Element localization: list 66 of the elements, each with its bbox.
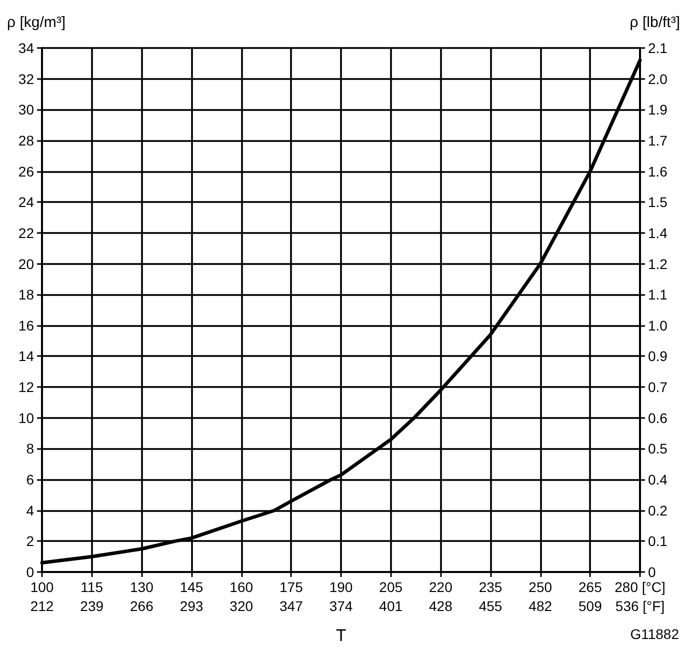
y-tick-label: 32 <box>18 70 34 87</box>
x-tick-label: 145 <box>180 579 204 595</box>
y-tick-label: 24 <box>18 194 34 210</box>
y-tick-label: 30 <box>18 102 34 118</box>
x-tick-label: 160 <box>230 579 254 595</box>
x2-tick-label: 401 <box>379 598 403 614</box>
y2-tick-label: 1.2 <box>648 256 668 272</box>
y-tick-label: 22 <box>18 224 34 241</box>
y2-tick-label: 1.0 <box>648 317 668 334</box>
x2-tick-label: 428 <box>428 598 453 614</box>
y2-tick-label: 1.5 <box>648 194 668 210</box>
y2-tick-label: 1.4 <box>648 224 668 241</box>
x-tick-label: 250 <box>528 579 552 595</box>
y-tick-label: 8 <box>26 440 34 457</box>
y-tick-label: 26 <box>18 163 34 180</box>
x-tick-label: 265 <box>578 579 602 595</box>
y2-tick-label: 1.7 <box>648 132 668 148</box>
x2-tick-label: 293 <box>180 598 204 614</box>
x-tick-label: 190 <box>329 579 353 595</box>
x-tick-label: 100 <box>30 579 54 595</box>
y-tick-label: 18 <box>18 286 34 303</box>
y2-tick-label: 2.0 <box>648 70 668 87</box>
text: G11882 <box>630 626 680 642</box>
y-tick-label: 4 <box>26 502 34 518</box>
x-tick-label: 115 <box>80 579 104 595</box>
y2-tick-label: 0.2 <box>648 502 668 518</box>
y2-tick-label: 0.4 <box>648 472 668 488</box>
y2-tick-label: 0.5 <box>648 440 668 457</box>
y2-tick-label: 2.1 <box>648 40 668 56</box>
y-tick-label: 0 <box>26 564 34 580</box>
x2-tick-label: 455 <box>478 598 502 614</box>
y-tick-label: 14 <box>18 348 34 364</box>
y2-tick-label: 0.7 <box>648 379 668 396</box>
y2-tick-label: 1.6 <box>648 163 668 180</box>
y2-tick-label: 0.9 <box>648 348 668 364</box>
x-tick-label: 175 <box>279 579 304 595</box>
y2-tick-label: 0 <box>648 564 656 580</box>
y2-tick-label: 1.1 <box>648 286 668 303</box>
x-tick-label: 130 <box>130 579 154 595</box>
y2-tick-label: 0.1 <box>648 533 668 550</box>
x2-tick-label: 212 <box>30 598 54 614</box>
x2-tick-label: 239 <box>80 598 104 614</box>
y-tick-label: 16 <box>18 317 34 334</box>
x2-tick-label: 374 <box>329 598 353 614</box>
x2-tick-label: 266 <box>130 598 154 614</box>
x2-tick-label: 536 [°F] <box>615 598 665 614</box>
y2-axis-title: ρ [lb/ft³] <box>630 14 680 31</box>
y-tick-label: 12 <box>18 379 34 396</box>
x2-tick-label: 482 <box>528 598 552 614</box>
x-tick-label: 205 <box>379 579 403 595</box>
x2-tick-label: 320 <box>230 598 254 614</box>
y-tick-label: 10 <box>18 410 34 426</box>
x-axis-title: T <box>336 626 346 645</box>
y-tick-label: 20 <box>18 256 34 272</box>
y-tick-label: 2 <box>26 533 34 550</box>
y-axis-title: ρ [kg/m³] <box>7 14 66 31</box>
y-tick-label: 6 <box>26 472 34 488</box>
y-tick-label: 28 <box>18 132 34 148</box>
y-tick-label: 34 <box>18 40 34 56</box>
y2-tick-label: 1.9 <box>648 102 668 118</box>
x2-tick-label: 509 <box>578 598 602 614</box>
x-tick-label: 235 <box>478 579 502 595</box>
x-tick-label: 280 [°C] <box>614 579 666 595</box>
x2-tick-label: 347 <box>279 598 304 614</box>
y2-tick-label: 0.6 <box>648 410 668 426</box>
x-tick-label: 220 <box>428 579 453 595</box>
